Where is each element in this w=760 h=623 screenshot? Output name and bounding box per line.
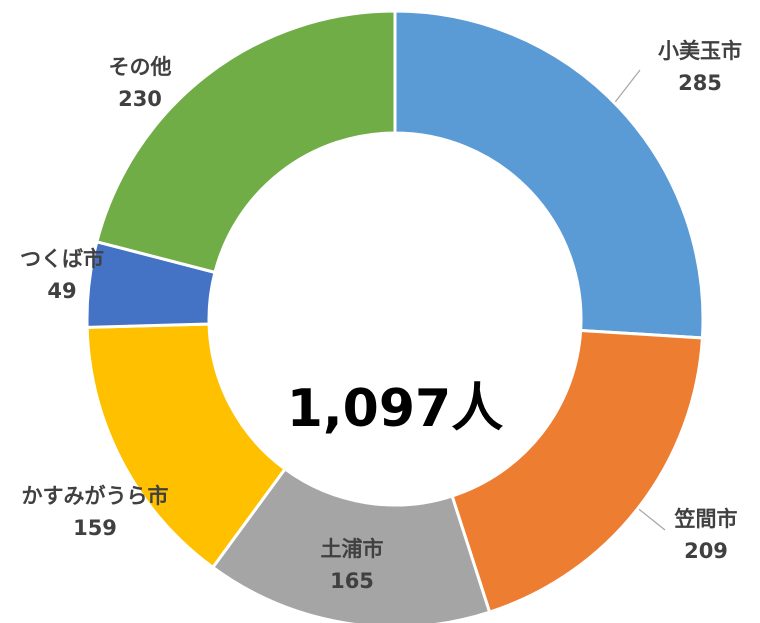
value-label: 159 (73, 516, 117, 540)
slice (393, 9, 705, 340)
category-label: 小美玉市 (658, 39, 742, 63)
value-label: 285 (678, 71, 722, 95)
slice (450, 328, 705, 615)
value-label: 165 (330, 569, 374, 593)
value-label: 230 (118, 87, 162, 111)
category-label: その他 (109, 55, 172, 79)
category-label: 笠間市 (674, 507, 738, 531)
center-label: 1,097人 (287, 379, 503, 439)
slice (95, 9, 397, 275)
category-label: 土浦市 (321, 537, 384, 561)
category-label: つくば市 (20, 247, 104, 271)
slice (85, 322, 288, 570)
value-label: 209 (684, 539, 728, 563)
slices (85, 9, 705, 623)
value-label: 49 (47, 279, 76, 303)
category-label: かすみがうら市 (22, 484, 169, 508)
